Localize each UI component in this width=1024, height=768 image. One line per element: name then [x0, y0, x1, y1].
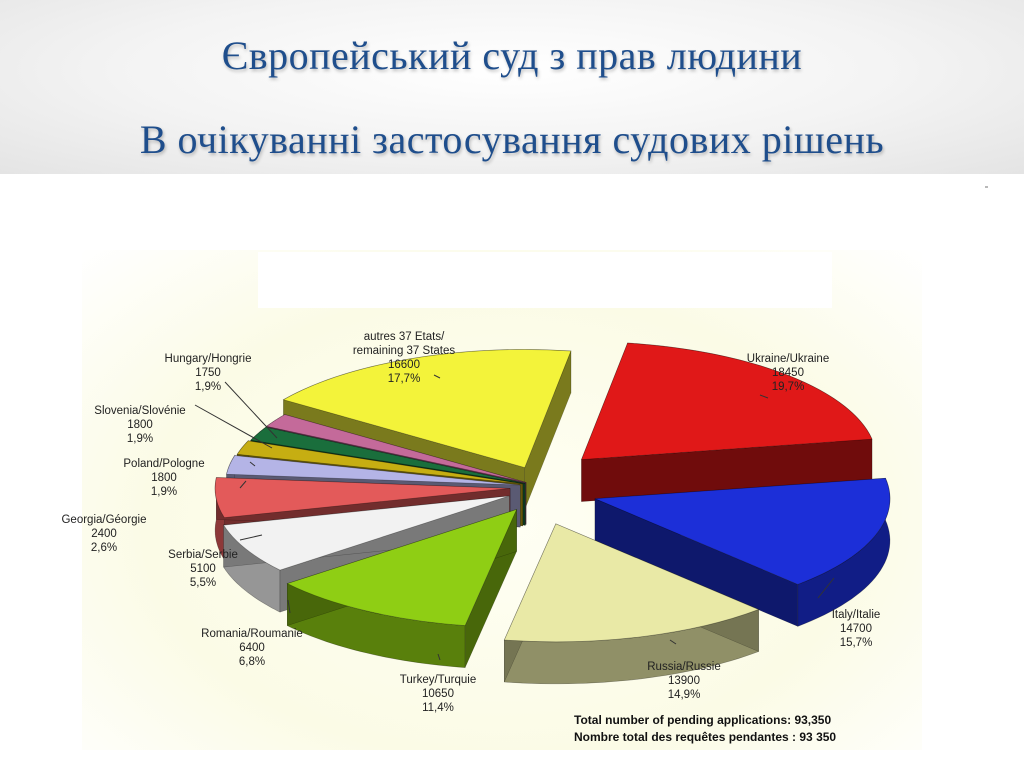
slice-label-line: 18450 — [772, 367, 804, 379]
slice-label-line: Poland/Pologne — [123, 458, 204, 470]
pie-tops — [214, 342, 891, 643]
slice-label-line: Turkey/Turquie — [400, 674, 476, 686]
slice-label-line: remaining 37 States — [353, 345, 456, 357]
pie-slice-5 — [214, 477, 511, 518]
slice-label-10: autres 37 Etats/remaining 37 States 16600… — [353, 331, 456, 385]
slice-label-line: 5,5% — [190, 577, 216, 589]
slice-label-line: 13900 — [668, 675, 700, 687]
slice-label-line: Georgia/Géorgie — [61, 514, 146, 526]
slice-label-line: 14700 — [840, 623, 872, 635]
slice-label-line: 1,9% — [151, 486, 177, 498]
slice-label-5: Serbia/Serbie 5100 5,5% — [168, 549, 238, 589]
slice-label-line: autres 37 Etats/ — [364, 331, 445, 343]
slice-label-line: 16600 — [388, 359, 420, 371]
slice-label-line: 6400 — [239, 642, 265, 654]
slice-label-line: 1750 — [195, 367, 221, 379]
page-title: Європейський суд з прав людини — [221, 33, 803, 78]
slice-label-line: 10650 — [422, 688, 454, 700]
pie-slice-3 — [286, 508, 518, 626]
slice-label-line: 6,8% — [239, 656, 265, 668]
pie-slice-10 — [282, 349, 572, 469]
leader-line-2 — [669, 639, 677, 645]
decor-dot — [985, 186, 988, 188]
title-band — [0, 0, 1024, 174]
slice-label-line: 2,6% — [91, 542, 117, 554]
leader-line-7 — [249, 461, 256, 467]
slice-label-line: 1,9% — [195, 381, 221, 393]
slice-label-7: Poland/Pologne 1800 1,9% — [123, 458, 204, 498]
slice-label-1: Italy/Italie 14700 15,7% — [832, 609, 881, 649]
leader-line-3 — [437, 653, 441, 661]
slice-label-line: 1800 — [127, 419, 153, 431]
slice-label-line: 1,9% — [127, 433, 153, 445]
slice-label-line: Romania/Roumanie — [201, 628, 303, 640]
slice-label-line: Slovenia/Slovénie — [94, 405, 185, 417]
leader-line-6 — [239, 480, 247, 489]
slice-label-8: Slovenia/Slovénie 1800 1,9% — [94, 405, 185, 445]
slice-label-line: 11,4% — [422, 702, 454, 714]
slice-label-line: Ukraine/Ukraine — [747, 353, 829, 365]
slice-label-line: 17,7% — [388, 373, 421, 385]
slice-label-line: Hungary/Hongrie — [165, 353, 252, 365]
slice-label-9: Hungary/Hongrie 1750 1,9% — [165, 353, 252, 393]
slice-label-line: 19,7% — [772, 381, 805, 393]
pie-labels: Ukraine/Ukraine 18450 19,7% Italy/Italie 147… — [61, 331, 880, 714]
total-en: Total number of pending applications: 93… — [574, 713, 831, 727]
slice-label-3: Turkey/Turquie 10650 11,4% — [400, 674, 476, 714]
slice-label-4: Romania/Roumanie 6400 6,8% — [201, 628, 303, 668]
leader-line-1 — [817, 577, 835, 599]
slice-label-line: 1800 — [151, 472, 177, 484]
chart-blank-box — [258, 252, 832, 308]
pie-slice-2 — [503, 523, 760, 643]
leader-line-5 — [239, 534, 263, 541]
pie-slice-0 — [580, 342, 873, 460]
pie-leaders — [194, 374, 835, 661]
leader-line-9 — [224, 381, 278, 439]
pie-slice-1 — [594, 477, 891, 585]
slice-label-line: 2400 — [91, 528, 117, 540]
slice-label-line: 15,7% — [840, 637, 873, 649]
leader-line-4 — [287, 599, 291, 614]
pie-slice-4 — [222, 495, 510, 571]
slice-label-line: 5100 — [190, 563, 216, 575]
leader-line-10 — [433, 374, 441, 379]
slice-label-line: 14,9% — [668, 689, 701, 701]
slice-label-2: Russia/Russie 13900 14,9% — [647, 661, 721, 701]
pie-slice-8 — [250, 426, 526, 484]
slice-label-6: Georgia/Géorgie 2400 2,6% — [61, 514, 146, 554]
slice-label-line: Italy/Italie — [832, 609, 881, 621]
page-subtitle: В очікуванні застосування судових рішень — [139, 117, 885, 162]
slice-label-line: Serbia/Serbie — [168, 549, 238, 561]
leader-line-0 — [759, 394, 769, 399]
total-fr: Nombre total des requêtes pendantes : 93… — [574, 730, 836, 744]
pie-slice-6 — [226, 455, 521, 486]
pie-slice-7 — [236, 440, 523, 485]
slice-label-line: Russia/Russie — [647, 661, 721, 673]
slice-label-0: Ukraine/Ukraine 18450 19,7% — [747, 353, 829, 393]
leader-line-8 — [194, 404, 273, 449]
